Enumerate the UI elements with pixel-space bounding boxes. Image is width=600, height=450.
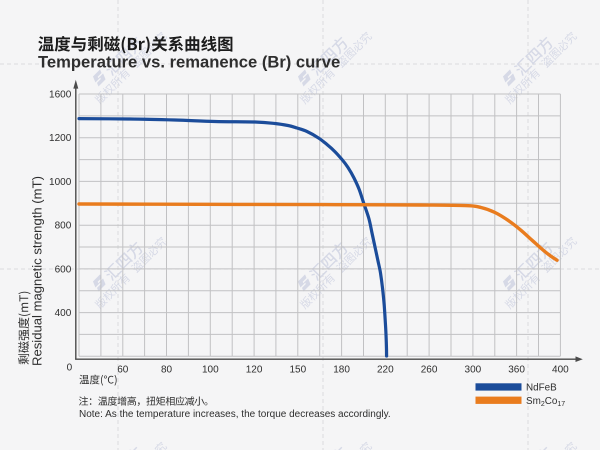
svg-text:800: 800 — [55, 221, 72, 232]
svg-text:300: 300 — [465, 365, 482, 376]
svg-text:0: 0 — [67, 363, 73, 374]
svg-text:Sm2Co17: Sm2Co17 — [526, 396, 565, 408]
svg-text:400: 400 — [552, 365, 569, 376]
svg-text:150: 150 — [289, 365, 306, 376]
svg-text:1200: 1200 — [49, 133, 72, 144]
svg-text:Temperature vs. remanence (Br): Temperature vs. remanence (Br) curve — [38, 53, 340, 72]
svg-text:360: 360 — [508, 365, 525, 376]
svg-text:Residual magnetic strength (mT: Residual magnetic strength (mT) — [30, 176, 45, 366]
svg-text:80: 80 — [161, 365, 173, 376]
svg-text:60: 60 — [117, 365, 129, 376]
svg-text:400: 400 — [55, 308, 72, 319]
svg-text:220: 220 — [377, 365, 394, 376]
svg-text:180: 180 — [333, 365, 350, 376]
svg-text:120: 120 — [246, 365, 263, 376]
svg-text:260: 260 — [421, 365, 438, 376]
svg-text:100: 100 — [202, 365, 219, 376]
svg-text:1000: 1000 — [49, 177, 72, 188]
svg-text:600: 600 — [55, 264, 72, 275]
svg-text:1600: 1600 — [49, 90, 72, 101]
svg-text:NdFeB: NdFeB — [526, 383, 557, 394]
svg-text:Note: As the temperature incre: Note: As the temperature increases, the … — [79, 409, 391, 420]
